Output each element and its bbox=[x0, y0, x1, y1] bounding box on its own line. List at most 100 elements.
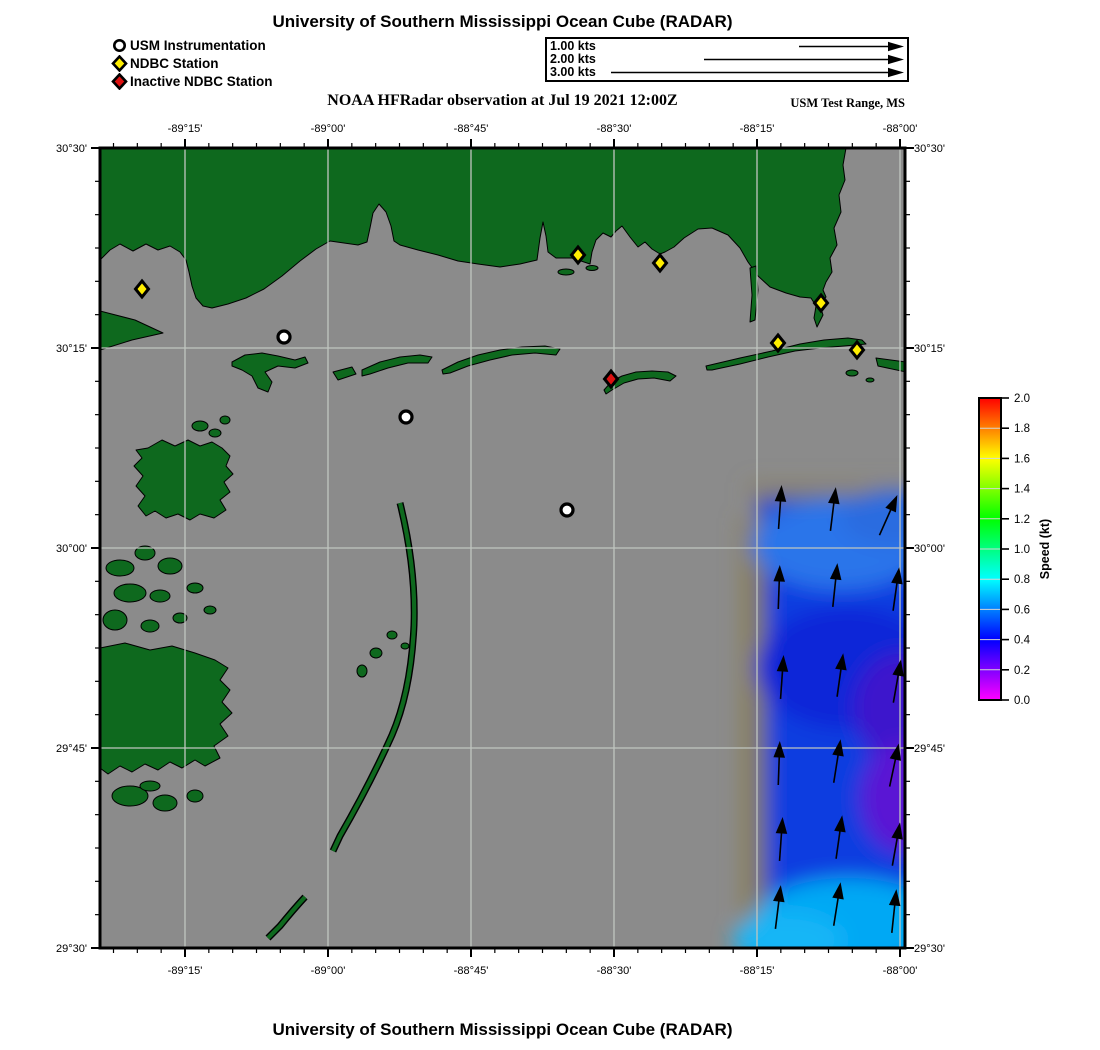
scale-entry: 1.00 kts bbox=[550, 40, 904, 53]
marsh-upper bbox=[133, 439, 234, 521]
axis-label-longitude-top: -88°15' bbox=[740, 123, 775, 135]
colorbar-tick-label: 1.0 bbox=[1014, 544, 1030, 556]
scale-arrow-icon bbox=[704, 54, 904, 65]
current-arrow bbox=[878, 494, 898, 536]
page-title-top: University of Southern Mississippi Ocean… bbox=[272, 12, 733, 31]
cat-island bbox=[231, 352, 309, 393]
station-usm bbox=[276, 329, 292, 345]
axis-labels: -89°15' -89°15' -89°00' -89°00' -88°45' -88°4… bbox=[56, 123, 945, 977]
station-inactive-ndbc bbox=[602, 368, 620, 390]
current-arrow bbox=[832, 739, 844, 783]
coastline-land bbox=[100, 148, 905, 812]
horn-island bbox=[441, 345, 561, 375]
current-arrow bbox=[888, 889, 901, 933]
colorbar: 2.0 1.8 1.6 1.4 1.2 1.0 0.8 0.6 0.4 0.2 0.0 Speed … bbox=[978, 393, 1052, 707]
legend-label: USM Instrumentation bbox=[130, 37, 266, 53]
scale-arrow-icon bbox=[611, 67, 904, 78]
station-usm bbox=[398, 409, 414, 425]
station-usm bbox=[559, 502, 575, 518]
axis-label-longitude-top: -88°45' bbox=[454, 123, 489, 135]
current-arrow bbox=[774, 485, 787, 530]
current-arrow bbox=[892, 659, 904, 703]
axis-label-longitude-bottom: -89°15' bbox=[168, 965, 203, 977]
legend-label: NDBC Station bbox=[130, 55, 219, 71]
scale-arrow-icon bbox=[799, 41, 904, 52]
current-arrow bbox=[773, 565, 786, 610]
station-ndbc bbox=[848, 339, 866, 361]
axis-label-latitude-left: 30°30' bbox=[56, 143, 87, 155]
colorbar-tick-label: 1.2 bbox=[1014, 514, 1030, 526]
coast-lip bbox=[100, 310, 164, 351]
axis-label-longitude-bottom: -88°15' bbox=[740, 965, 775, 977]
speed-scale-box: 1.00 kts 2.00 kts 3.00 kts bbox=[545, 37, 909, 82]
current-arrow bbox=[773, 885, 785, 929]
scale-entry: 3.00 kts bbox=[550, 66, 904, 79]
station-ndbc bbox=[812, 292, 830, 314]
axis-ticks bbox=[91, 139, 914, 957]
colorbar-ticks: 2.0 1.8 1.6 1.4 1.2 1.0 0.8 0.6 0.4 0.2 0.0 bbox=[980, 393, 1031, 707]
mainland bbox=[100, 148, 847, 328]
colorbar-tick-label: 0.4 bbox=[1014, 635, 1031, 647]
axis-label-latitude-left: 30°00' bbox=[56, 543, 87, 555]
axis-label-longitude-bottom: -88°00' bbox=[883, 965, 918, 977]
station-ndbc bbox=[133, 278, 151, 300]
axis-label-latitude-left: 29°45' bbox=[56, 743, 87, 755]
current-speed-field bbox=[733, 482, 905, 948]
diamond-marker-icon bbox=[111, 72, 128, 90]
current-arrow bbox=[776, 655, 789, 700]
current-arrow bbox=[835, 653, 847, 697]
fort-morgan bbox=[875, 357, 905, 373]
axis-label-latitude-right: 30°15' bbox=[914, 343, 945, 355]
map-legend: USM Instrumentation NDBC Station Inactive … bbox=[111, 36, 273, 90]
station-markers bbox=[133, 244, 866, 518]
axis-label-latitude-right: 30°00' bbox=[914, 543, 945, 555]
page-title-bottom: University of Southern Mississippi Ocean… bbox=[272, 1020, 733, 1039]
colorbar-tick-label: 1.6 bbox=[1014, 453, 1030, 465]
station-ndbc bbox=[569, 244, 587, 266]
thin-island bbox=[749, 265, 759, 323]
legend-label: Inactive NDBC Station bbox=[130, 73, 273, 89]
chandeleur-islands bbox=[265, 502, 418, 941]
axis-label-longitude-top: -88°00' bbox=[883, 123, 918, 135]
colorbar-tick-label: 0.6 bbox=[1014, 604, 1030, 616]
map-content bbox=[100, 148, 905, 948]
axis-label-longitude-top: -88°30' bbox=[597, 123, 632, 135]
axis-label-latitude-left: 29°30' bbox=[56, 943, 87, 955]
colorbar-tick-label: 2.0 bbox=[1014, 393, 1030, 405]
scale-label: 2.00 kts bbox=[550, 52, 596, 66]
current-arrow bbox=[891, 822, 903, 866]
colorbar-tick-label: 0.0 bbox=[1014, 695, 1030, 707]
current-arrow bbox=[829, 563, 842, 607]
current-arrow bbox=[832, 882, 844, 926]
legend-item-usm: USM Instrumentation bbox=[111, 36, 273, 54]
legend-item-inactive-ndbc: Inactive NDBC Station bbox=[111, 72, 273, 90]
ship-island-east bbox=[361, 354, 433, 377]
scale-label: 1.00 kts bbox=[550, 39, 596, 53]
graticule bbox=[100, 148, 905, 948]
scale-label: 3.00 kts bbox=[550, 65, 596, 79]
current-arrow bbox=[891, 567, 903, 611]
diamond-marker-icon bbox=[111, 54, 128, 72]
colorbar-tick-label: 1.8 bbox=[1014, 423, 1030, 435]
scale-entry: 2.00 kts bbox=[550, 53, 904, 66]
marsh-lower bbox=[100, 642, 233, 775]
axis-label-longitude-bottom: -88°45' bbox=[454, 965, 489, 977]
current-arrow bbox=[834, 815, 846, 859]
circle-marker-icon bbox=[113, 38, 126, 52]
axis-label-longitude-top: -89°00' bbox=[311, 123, 346, 135]
current-vectors bbox=[773, 485, 904, 933]
axis-label-latitude-right: 29°30' bbox=[914, 943, 945, 955]
axis-label-latitude-left: 30°15' bbox=[56, 343, 87, 355]
station-ndbc bbox=[651, 252, 669, 274]
current-arrow bbox=[828, 487, 840, 531]
marsh-islets bbox=[102, 265, 875, 812]
station-ndbc bbox=[769, 332, 787, 354]
current-arrow bbox=[775, 817, 788, 862]
axis-label-longitude-bottom: -88°30' bbox=[597, 965, 632, 977]
axis-label-latitude-right: 30°30' bbox=[914, 143, 945, 155]
axis-label-longitude-bottom: -89°00' bbox=[311, 965, 346, 977]
axis-label-longitude-top: -89°15' bbox=[168, 123, 203, 135]
observation-subtitle: NOAA HFRadar observation at Jul 19 2021 … bbox=[327, 92, 678, 109]
